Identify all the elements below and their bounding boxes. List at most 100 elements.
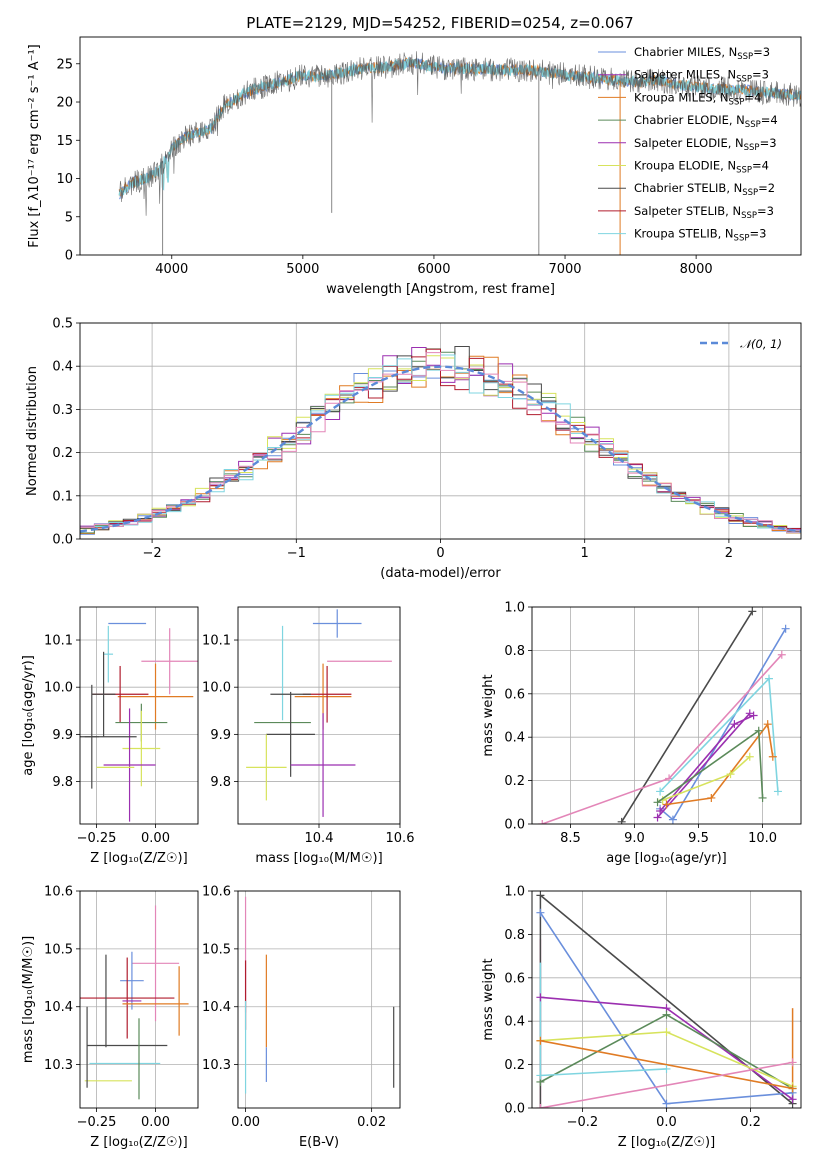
residual-legend: 𝒩(0, 1) — [700, 337, 782, 351]
y-tick-label: 9.9 — [210, 728, 231, 743]
x-tick-label: 0.00 — [141, 831, 170, 846]
spectrum-legend: Chabrier MILES, NSSP=3 Salpeter MILES, NS… — [598, 45, 778, 244]
plot-frame — [237, 606, 401, 825]
weight-marker — [656, 787, 665, 796]
weight-marker — [536, 1104, 545, 1108]
errorbar-point — [120, 951, 144, 1010]
weight-marker — [788, 1095, 797, 1104]
x-axis-label: Z [log₁₀(Z/Z☉)] — [618, 1135, 715, 1150]
y-axis-label: Normed distribution — [25, 366, 40, 496]
y-tick-label: 9.8 — [52, 775, 73, 790]
errorbar-point — [131, 905, 180, 1022]
x-tick-label: 10.4 — [305, 831, 334, 846]
weight-marker — [662, 1099, 671, 1108]
y-tick-label: 5 — [65, 210, 73, 225]
weight-line-salpeter_miles — [656, 712, 751, 819]
weight-marker — [754, 726, 763, 735]
y-axis-label: mass weight — [481, 674, 496, 756]
weight-marker — [773, 787, 782, 796]
plot-frame — [79, 322, 802, 540]
legend-label: Chabrier ELODIE, NSSP=4 — [634, 113, 778, 130]
y-axis-label: Flux [f_λ10⁻¹⁷ erg cm⁻² s⁻¹ A⁻¹] — [27, 44, 42, 248]
x-axis-label: Z [log₁₀(Z/Z☉)] — [90, 1135, 187, 1150]
y-tick-label: 10.4 — [44, 1000, 73, 1015]
y-tick-label: 0.5 — [52, 317, 73, 332]
x-tick-label: 0.0 — [656, 1115, 677, 1130]
weight-marker — [617, 817, 626, 824]
weight-marker — [777, 650, 786, 659]
x-tick-label: 1 — [581, 546, 589, 561]
y-axis-label: mass [log₁₀(M/M☉)] — [21, 936, 36, 1063]
legend-label: Salpeter ELODIE, NSSP=3 — [634, 136, 777, 153]
y-tick-label: 9.8 — [210, 775, 231, 790]
weight-marker — [726, 770, 735, 779]
errorbar-point — [103, 625, 114, 683]
panel-residuals: −2 −1 0 1 2 0.0 0.1 0.2 0.3 0.4 0.5 (data-model)/er… — [25, 317, 802, 581]
panel-mass_weight_vs_Z: −0.2 0.0 0.2 0.0 0.2 0.4 0.6 0.8 1.0 Z [log₁₀(Z/Z… — [481, 885, 802, 1150]
errorbar-group — [80, 905, 189, 1100]
weight-marker — [788, 1084, 797, 1093]
weight-marker — [763, 720, 772, 729]
weight-marker — [662, 1010, 671, 1019]
x-tick-label: 0.2 — [740, 1115, 761, 1130]
y-tick-label: 0.3 — [52, 403, 73, 418]
y-axis-label: mass weight — [481, 958, 496, 1040]
x-tick-label: 9.5 — [688, 831, 709, 846]
plot-frame — [531, 890, 802, 1109]
x-tick-label: −0.25 — [77, 831, 117, 846]
y-tick-label: 1.0 — [504, 885, 525, 900]
x-tick-label: 9.0 — [624, 831, 645, 846]
errorbar-group — [244, 896, 395, 1094]
weight-marker — [536, 908, 545, 917]
x-tick-label: 0.00 — [231, 1115, 260, 1130]
legend-label: Kroupa MILES, NSSP=4 — [634, 90, 761, 107]
plot-frame — [531, 606, 802, 825]
weight-marker — [764, 674, 773, 683]
errorbar-group — [246, 609, 392, 817]
weight-marker — [668, 815, 677, 824]
x-tick-label: 0 — [436, 546, 444, 561]
legend-label: Kroupa ELODIE, NSSP=4 — [634, 159, 769, 176]
legend-label: Salpeter MILES, NSSP=3 — [634, 68, 769, 85]
errorbar-group — [80, 622, 198, 822]
y-tick-label: 0.2 — [504, 774, 525, 789]
weight-marker — [662, 1064, 671, 1073]
y-axis-label: age [log₁₀(age/yr)] — [21, 655, 36, 776]
y-tick-label: 10.6 — [44, 885, 73, 900]
x-tick-label: 4000 — [155, 262, 188, 277]
y-tick-label: 0.0 — [504, 1102, 525, 1117]
y-tick-label: 10.1 — [44, 634, 73, 649]
x-tick-label: −2 — [143, 546, 162, 561]
plot-frame — [79, 890, 199, 1109]
x-tick-label: 0.00 — [141, 1115, 170, 1130]
x-axis-label: age [log₁₀(age/yr)] — [606, 851, 727, 866]
y-tick-label: 0.0 — [52, 533, 73, 548]
x-axis-label: wavelength [Angstrom, rest frame] — [326, 282, 555, 297]
weight-marker — [749, 711, 758, 720]
plot-frame — [79, 36, 802, 256]
x-tick-label: 10.0 — [748, 831, 777, 846]
x-tick-label: 0.02 — [357, 1115, 386, 1130]
weight-line-kroupa_miles — [540, 1039, 793, 1090]
weight-marker — [707, 793, 716, 802]
y-tick-label: 0 — [65, 249, 73, 264]
legend-label: 𝒩(0, 1) — [740, 337, 782, 351]
errorbar-point — [290, 713, 356, 817]
y-tick-label: 0.2 — [52, 446, 73, 461]
weight-marker — [781, 624, 790, 633]
observed-spectrum-line — [119, 51, 802, 216]
x-axis-label: mass [log₁₀(M/M☉)] — [255, 851, 382, 866]
x-tick-label: −0.25 — [77, 1115, 117, 1130]
y-tick-label: 10.0 — [44, 681, 73, 696]
x-tick-label: 6000 — [417, 262, 450, 277]
panel-spectrum: 4000 5000 6000 7000 8000 0 5 10 15 20 25 wavelength… — [27, 36, 802, 297]
y-tick-label: 10.5 — [202, 942, 231, 957]
weight-line-kroupa_miles — [666, 722, 774, 806]
errorbar-point — [122, 710, 161, 787]
y-tick-label: 10.1 — [202, 634, 231, 649]
weight-marker — [662, 1028, 671, 1037]
y-tick-label: 10 — [56, 172, 73, 187]
weight-marker — [538, 820, 547, 824]
errorbar-point — [117, 663, 194, 730]
y-tick-label: 15 — [56, 134, 73, 149]
